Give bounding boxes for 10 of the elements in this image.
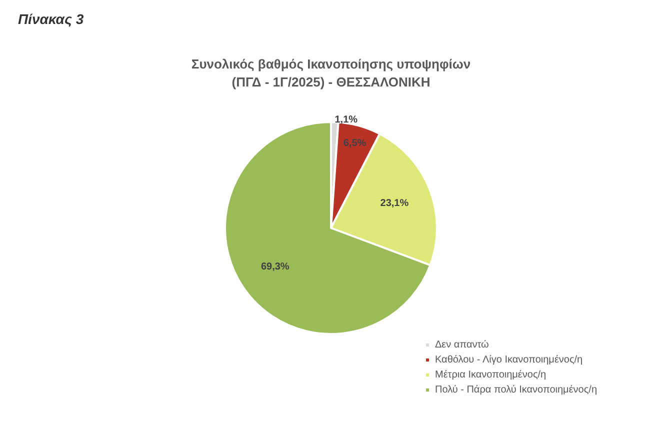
data-label: 23,1% (380, 198, 409, 210)
chart-title: Συνολικός βαθμός Ικανοποίησης υποψηφίων (ΠΓΔ - 1Γ/2025) - ΘΕΣΣΑΛΟΝΙΚΗ (191, 56, 471, 90)
legend-label: Καθόλου - Λίγο Ικανοποιημένος/η (435, 354, 583, 366)
data-label: 69,3% (260, 261, 290, 272)
text: Πίνακας 3 (18, 11, 84, 27)
data-label: 6,5% (343, 138, 366, 149)
data-label: 1,1% (334, 114, 358, 126)
legend-label: Δεν απαντώ (435, 340, 490, 350)
legend-label: Μέτρια Ικανοποιημένος/η (435, 370, 546, 380)
legend-label: Πολύ - Πάρα πολύ Ικανοποιημένος/η (435, 384, 598, 396)
